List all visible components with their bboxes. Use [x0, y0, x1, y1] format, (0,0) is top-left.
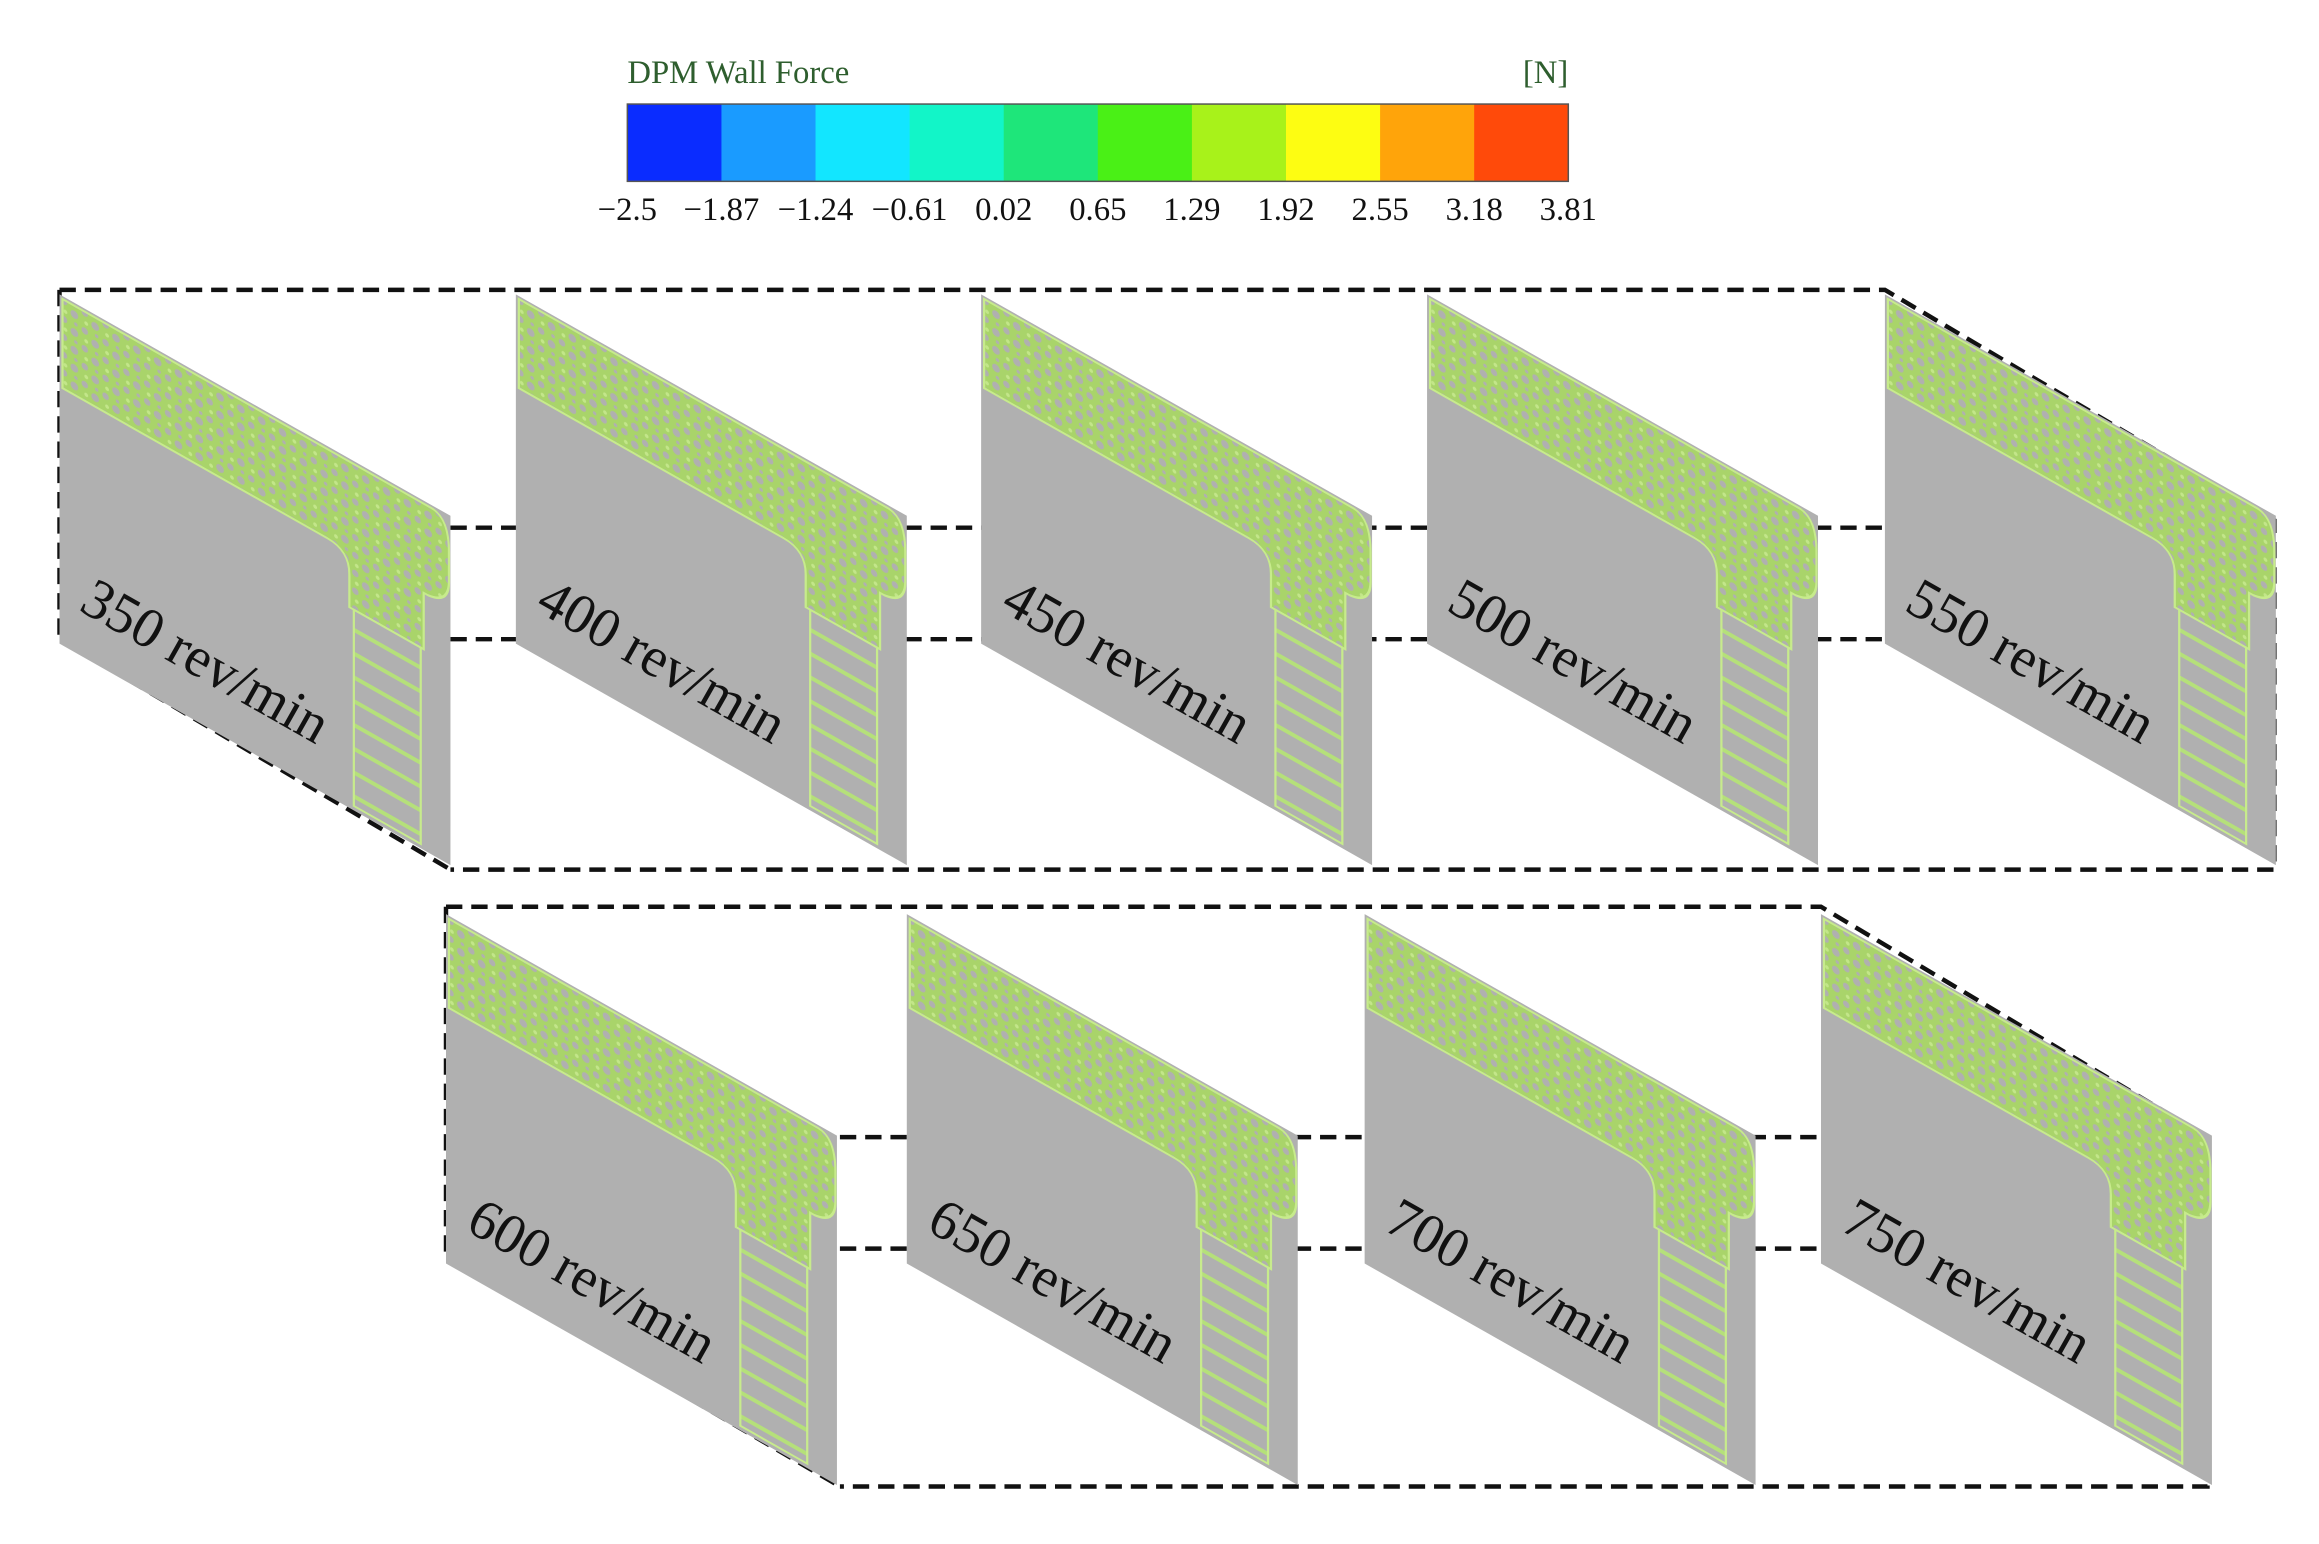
channel-stem — [739, 1227, 809, 1466]
channel-stem — [1657, 1227, 1727, 1466]
colorbar-title: DPM Wall Force — [627, 55, 849, 91]
panel — [445, 914, 837, 1485]
colorbar-segment — [627, 104, 723, 182]
colorbar-tick-label: 0.02 — [975, 192, 1032, 228]
panel — [1427, 294, 1819, 866]
channel-top — [61, 297, 451, 652]
channel-top — [1886, 297, 2276, 652]
channel-top — [1428, 297, 1818, 652]
colorbar-tick-label: −0.61 — [872, 192, 948, 228]
channel-stem — [1720, 607, 1790, 846]
colorbar-tick-label: 0.65 — [1069, 192, 1126, 228]
colorbar-segment — [1285, 104, 1381, 182]
panels: 350 rev/min 400 rev/min 450 rev/min 500 rev… — [59, 294, 2276, 1485]
colorbar-segment — [909, 104, 1005, 182]
channel-top — [517, 297, 907, 652]
colorbar-tick-label: 1.29 — [1163, 192, 1220, 228]
channel-stem — [809, 607, 879, 846]
channel-top — [1366, 917, 1756, 1271]
colorbar-unit: [N] — [1523, 55, 1568, 91]
colorbar-segment — [1474, 104, 1570, 182]
panel — [1884, 294, 2276, 866]
colorbar-tick-label: 1.92 — [1257, 192, 1314, 228]
channel-stem — [352, 607, 422, 846]
channel-top — [982, 297, 1372, 652]
colorbar-tick-label: −2.5 — [598, 192, 657, 228]
channel-stem — [1200, 1227, 1270, 1466]
panel — [59, 294, 451, 866]
colorbar-tick-label: 3.81 — [1540, 192, 1597, 228]
colorbar-segment — [721, 104, 817, 182]
colorbar-segment — [1097, 104, 1193, 182]
colorbar-tick-label: 3.18 — [1446, 192, 1503, 228]
colorbar: −2.5 −1.87 −1.24 −0.61 0.02 0.65 1.29 1.92 2.55 3… — [598, 103, 1597, 228]
channel-stem — [2178, 607, 2248, 846]
colorbar-segment — [1191, 104, 1287, 182]
panel — [1364, 914, 1756, 1485]
channel-top — [447, 917, 837, 1271]
colorbar-segment — [1380, 104, 1475, 182]
channel-stem — [2114, 1227, 2184, 1466]
channel-top — [1822, 917, 2212, 1271]
colorbar-segment — [815, 104, 911, 182]
colorbar-tick-label: −1.24 — [778, 192, 854, 228]
colorbar-tick-label: −1.87 — [684, 192, 760, 228]
panel — [981, 294, 1373, 866]
colorbar-border — [626, 103, 1570, 183]
channel-stem — [1274, 607, 1344, 846]
panel — [515, 294, 907, 866]
colorbar-tick-label: 2.55 — [1351, 192, 1408, 228]
colorbar-segment — [1003, 104, 1099, 182]
panel — [906, 914, 1298, 1485]
channel-top — [908, 917, 1298, 1271]
panel — [1820, 914, 2212, 1485]
